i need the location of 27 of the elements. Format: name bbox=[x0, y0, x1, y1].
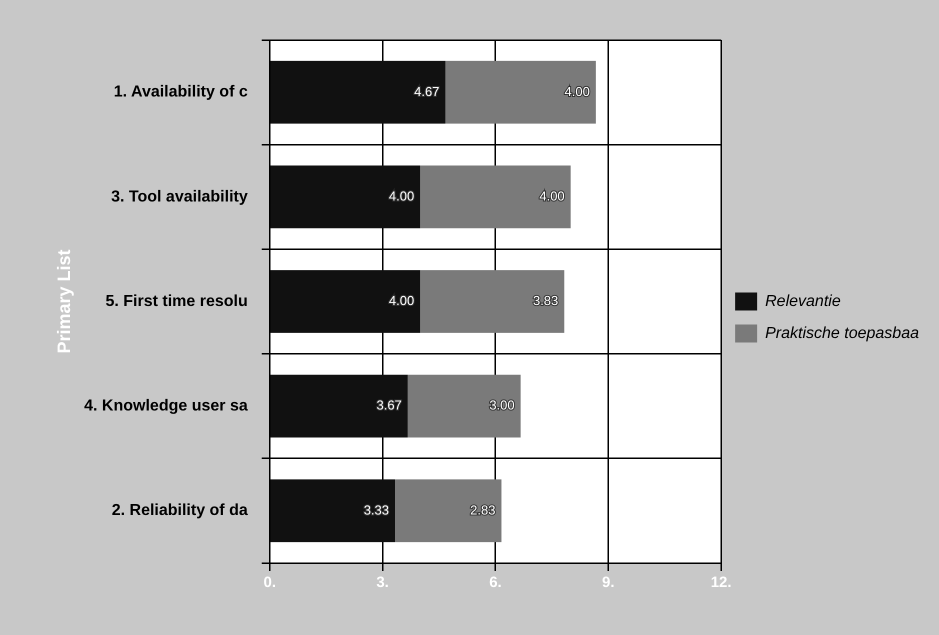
legend-label: Relevantie bbox=[765, 292, 841, 310]
y-tick-label: 3. Tool availability bbox=[111, 188, 248, 206]
bar bbox=[445, 60, 596, 124]
y-tick-label: 2. Reliability of da bbox=[112, 502, 248, 520]
data-label: 4.00 bbox=[564, 84, 590, 99]
bar bbox=[395, 479, 502, 542]
data-label: 4.00 bbox=[388, 188, 414, 204]
y-tick-label: 1. Availability of c bbox=[114, 84, 248, 101]
bar bbox=[270, 374, 408, 438]
bar bbox=[420, 166, 571, 228]
bar bbox=[408, 374, 521, 438]
data-label: 4.00 bbox=[388, 293, 414, 308]
data-label: 4.00 bbox=[539, 188, 565, 204]
y-tick-label: 5. First time resolu bbox=[105, 292, 248, 310]
data-label: 3.33 bbox=[364, 502, 390, 518]
bar bbox=[270, 60, 446, 124]
legend-label: Praktische toepasbaa bbox=[765, 324, 920, 342]
data-label: 2.83 bbox=[470, 502, 496, 518]
data-label: 4.67 bbox=[414, 84, 440, 99]
data-label: 3.67 bbox=[376, 398, 402, 413]
bar bbox=[420, 270, 564, 333]
data-label: 3.00 bbox=[489, 398, 515, 413]
bar bbox=[270, 270, 420, 333]
bar bbox=[270, 166, 420, 228]
bar bbox=[270, 479, 396, 542]
data-label: 3.83 bbox=[532, 293, 558, 308]
y-tick-label: 4. Knowledge user sa bbox=[84, 398, 248, 415]
